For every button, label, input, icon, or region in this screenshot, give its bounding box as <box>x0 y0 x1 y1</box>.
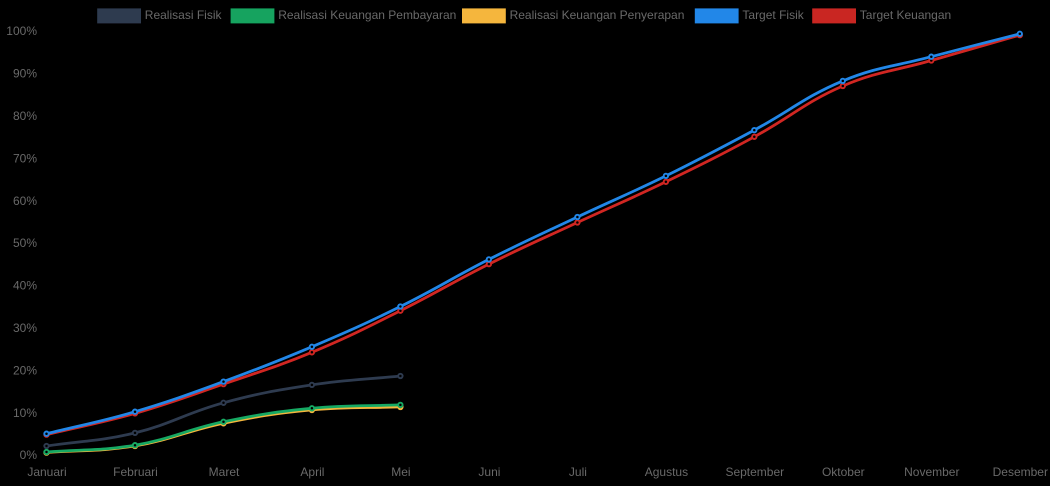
svg-text:30%: 30% <box>13 321 37 335</box>
svg-text:40%: 40% <box>13 279 37 293</box>
svg-text:Desember: Desember <box>993 465 1048 479</box>
svg-text:Realisasi Keuangan Pembayaran: Realisasi Keuangan Pembayaran <box>278 8 456 22</box>
svg-text:Januari: Januari <box>27 465 66 479</box>
svg-text:Realisasi Keuangan Penyerapan: Realisasi Keuangan Penyerapan <box>510 8 685 22</box>
svg-text:Oktober: Oktober <box>822 465 865 479</box>
svg-text:September: September <box>725 465 784 479</box>
svg-text:Target Fisik: Target Fisik <box>742 8 804 22</box>
svg-text:70%: 70% <box>13 151 37 165</box>
svg-text:20%: 20% <box>13 363 37 377</box>
svg-text:Realisasi Fisik: Realisasi Fisik <box>145 8 223 22</box>
svg-text:80%: 80% <box>13 109 37 123</box>
svg-text:100%: 100% <box>6 24 37 38</box>
svg-text:April: April <box>300 465 324 479</box>
svg-text:Juli: Juli <box>569 465 587 479</box>
svg-text:Juni: Juni <box>478 465 500 479</box>
svg-text:Februari: Februari <box>113 465 158 479</box>
svg-text:90%: 90% <box>13 67 37 81</box>
svg-text:60%: 60% <box>13 194 37 208</box>
svg-text:Target Keuangan: Target Keuangan <box>860 8 951 22</box>
svg-text:10%: 10% <box>13 406 37 420</box>
svg-text:0%: 0% <box>20 448 38 462</box>
svg-text:Agustus: Agustus <box>645 465 688 479</box>
svg-text:Mei: Mei <box>391 465 410 479</box>
svg-text:Maret: Maret <box>209 465 240 479</box>
svg-text:50%: 50% <box>13 236 37 250</box>
svg-text:November: November <box>904 465 959 479</box>
